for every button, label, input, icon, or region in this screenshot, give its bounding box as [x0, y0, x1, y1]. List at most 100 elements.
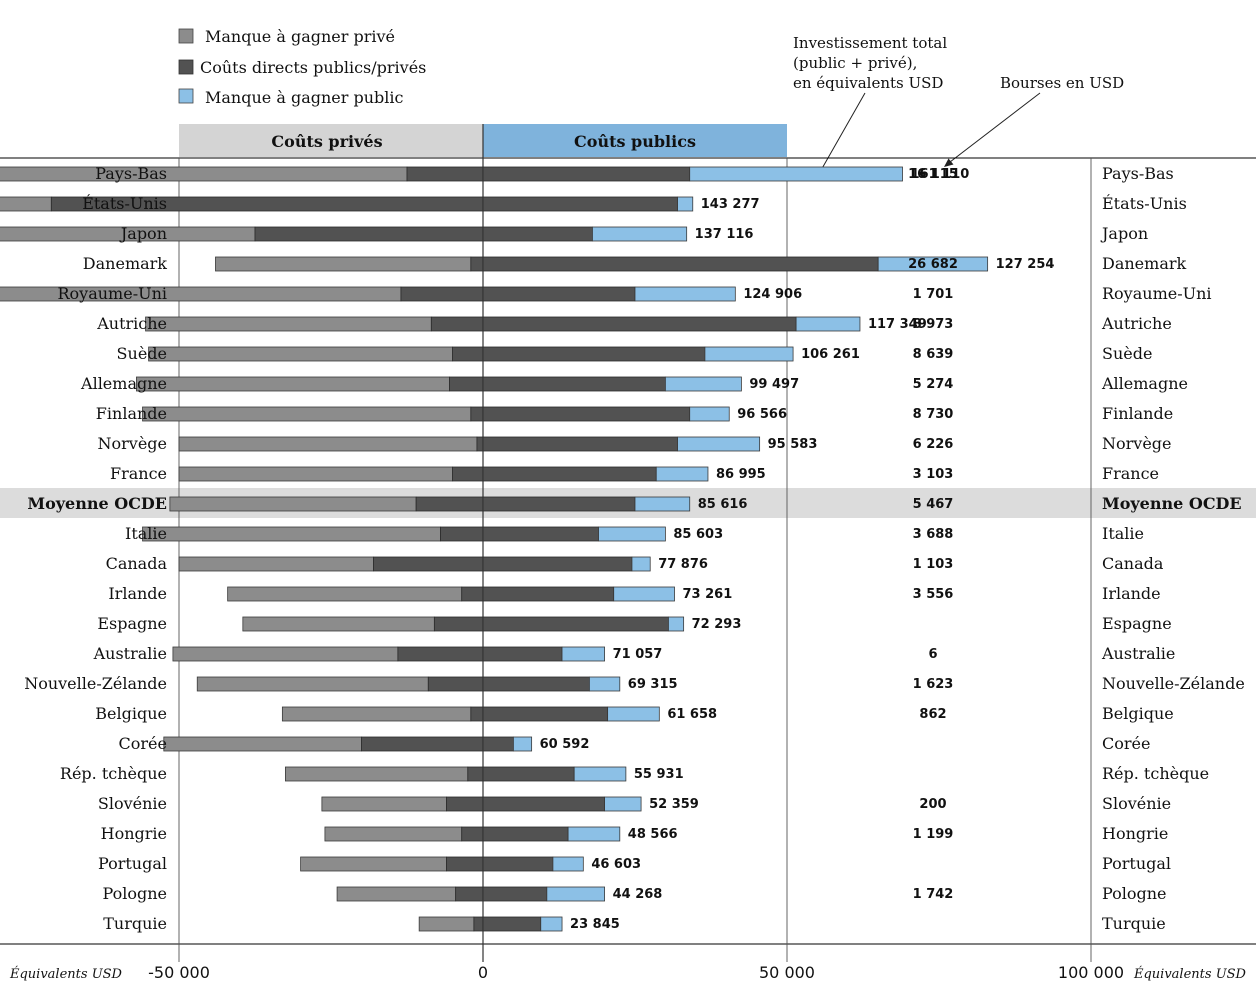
bar-public-forgone — [573, 766, 627, 782]
bar-private-direct — [470, 406, 484, 422]
bar-private-direct — [455, 886, 484, 902]
bar-public-forgone — [604, 796, 642, 812]
country-label-right: Irlande — [1102, 584, 1161, 603]
scholarship-value: 8 730 — [913, 407, 954, 422]
column-headers: Coûts privés Coûts publics — [179, 124, 787, 157]
bar-public-forgone — [877, 256, 989, 272]
bar-private-direct — [446, 796, 484, 812]
total-value-label: 48 566 — [628, 827, 678, 842]
bar-public-forgone — [592, 226, 688, 242]
bar-public-direct — [482, 706, 609, 722]
country-label-left: Espagne — [97, 614, 167, 633]
bar-private-direct — [473, 916, 484, 932]
country-label-left: Allemagne — [80, 374, 167, 393]
country-label-left: Danemark — [83, 254, 168, 273]
legend-label-public-forgone: Manque à gagner public — [205, 88, 404, 107]
bar-public-forgone — [513, 736, 533, 752]
bar-public-forgone — [561, 646, 605, 662]
country-label-left: Canada — [106, 554, 168, 573]
total-value-label: 44 268 — [613, 887, 663, 902]
bar-private-forgone — [172, 646, 399, 662]
bar-public-forgone — [665, 376, 742, 392]
total-value-label: 52 359 — [649, 797, 699, 812]
bar-public-forgone — [655, 466, 709, 482]
country-label-left: France — [110, 464, 167, 483]
country-label-right: Pologne — [1102, 884, 1167, 903]
bar-public-direct — [482, 466, 657, 482]
bar-private-forgone — [284, 766, 469, 782]
total-value-label: 85 603 — [673, 527, 723, 542]
country-label-right: Suède — [1102, 344, 1152, 363]
scholarship-value: 862 — [919, 707, 946, 722]
country-label-right: Japon — [1100, 224, 1148, 243]
bar-public-direct — [482, 676, 590, 692]
country-label-right: Turquie — [1102, 914, 1166, 933]
bar-private-forgone — [321, 796, 447, 812]
total-value-label: 71 057 — [613, 647, 663, 662]
total-value-label: 77 876 — [658, 557, 708, 572]
scholarship-value: 5 274 — [913, 377, 954, 392]
country-label-right: Rép. tchèque — [1102, 764, 1209, 783]
total-value-label: 143 277 — [701, 197, 760, 212]
country-label-left: Hongrie — [101, 824, 167, 843]
annotation-total-line2: (public + privé), — [793, 54, 917, 72]
country-label-right: Canada — [1102, 554, 1164, 573]
bar-public-direct — [482, 796, 605, 812]
bar-private-forgone — [336, 886, 457, 902]
bar-public-direct — [482, 856, 554, 872]
bar-public-direct — [482, 316, 797, 332]
bar-private-forgone — [148, 346, 454, 362]
total-value-label: 137 116 — [695, 227, 754, 242]
scholarship-value: 1 103 — [913, 557, 954, 572]
bar-public-direct — [482, 346, 706, 362]
bar-public-forgone — [607, 706, 660, 722]
bar-public-direct — [482, 376, 666, 392]
country-label-right: Autriche — [1101, 314, 1172, 333]
country-label-right: Corée — [1102, 734, 1150, 753]
total-value-label: 60 592 — [540, 737, 590, 752]
country-label-right: États-Unis — [1102, 193, 1187, 213]
bar-private-direct — [452, 346, 484, 362]
country-label-right: Slovénie — [1102, 794, 1171, 813]
country-label-left: Autriche — [96, 314, 167, 333]
country-label-right: Pays-Bas — [1102, 164, 1174, 183]
country-label-right: Nouvelle-Zélande — [1102, 674, 1245, 693]
country-label-right: Australie — [1101, 644, 1175, 663]
legend-swatch-private-forgone — [178, 28, 194, 44]
scholarship-value: 3 556 — [913, 587, 954, 602]
country-label-left: Nouvelle-Zélande — [24, 674, 167, 693]
bar-public-direct — [482, 256, 879, 272]
scholarship-value: 26 682 — [908, 257, 958, 272]
country-label-left: États-Unis — [82, 193, 167, 213]
bar-private-forgone — [0, 166, 408, 182]
bar-public-forgone — [613, 586, 675, 602]
country-label-left: Australie — [93, 644, 167, 663]
total-value-label: 99 497 — [749, 377, 799, 392]
bar-private-direct — [427, 676, 484, 692]
country-label-right: Allemagne — [1101, 374, 1188, 393]
legend-swatch-public-forgone — [178, 88, 194, 104]
country-label-left: Belgique — [95, 704, 167, 723]
bar-public-direct — [482, 496, 636, 512]
bar-private-forgone — [281, 706, 472, 722]
country-label-right: Italie — [1102, 524, 1144, 543]
bar-public-direct — [482, 166, 691, 182]
header-private-label: Coûts privés — [271, 132, 382, 151]
bar-public-direct — [482, 886, 548, 902]
bar-private-direct — [470, 706, 484, 722]
bar-private-direct — [397, 646, 484, 662]
bar-public-forgone — [704, 346, 794, 362]
bar-public-direct — [482, 916, 542, 932]
x-axis-unit-left: Équivalents USD — [9, 966, 123, 982]
legend-swatch-direct-costs — [178, 59, 194, 75]
bar-private-direct — [254, 226, 484, 242]
bar-public-forgone — [689, 166, 903, 182]
country-label-right: Royaume-Uni — [1102, 284, 1212, 303]
bar-public-direct — [482, 406, 691, 422]
bar-private-direct — [467, 766, 484, 782]
country-label-right: Espagne — [1102, 614, 1172, 633]
bar-private-forgone — [300, 856, 447, 872]
bar-private-direct — [470, 256, 484, 272]
bar-private-forgone — [196, 676, 429, 692]
bar-private-forgone — [324, 826, 463, 842]
